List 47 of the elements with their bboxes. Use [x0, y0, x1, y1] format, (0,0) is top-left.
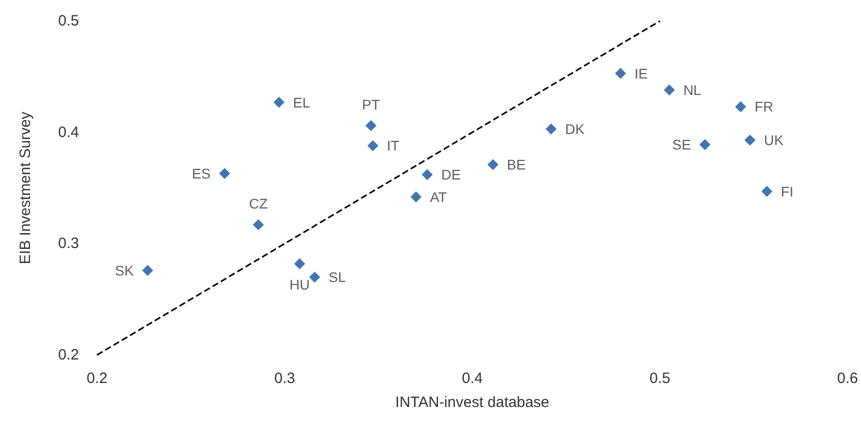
- x-tick-label: 0.5: [650, 370, 670, 387]
- annotation: FR: [754, 98, 774, 115]
- x-tick-label: 0.6: [837, 370, 858, 387]
- annotation: UK: [764, 132, 784, 148]
- point: [309, 272, 320, 283]
- annotation: PT: [362, 96, 380, 113]
- point: [664, 84, 675, 96]
- point: [744, 134, 756, 146]
- point: [367, 140, 378, 152]
- point: [410, 191, 422, 202]
- point: [546, 123, 557, 134]
- annotation: BE: [506, 156, 526, 173]
- annotation: ES: [192, 166, 211, 182]
- y-tick-label: 0.5: [58, 12, 79, 30]
- annotation: NL: [683, 82, 702, 98]
- point: [487, 159, 498, 170]
- point: [615, 68, 626, 79]
- point: [761, 186, 772, 197]
- point: [365, 120, 376, 132]
- point: [735, 101, 746, 112]
- annotation: SK: [114, 262, 134, 278]
- x-tick-label: 0.4: [462, 370, 483, 387]
- point: [294, 258, 306, 270]
- point: [274, 96, 285, 108]
- y-tick-label: 0.2: [58, 346, 79, 364]
- y-tick-label: 0.3: [58, 235, 79, 252]
- point: [219, 168, 230, 180]
- y-tick-label: 0.4: [58, 124, 79, 141]
- annotation: FI: [780, 183, 794, 200]
- annotation: EL: [293, 94, 310, 110]
- annotation: HU: [290, 276, 310, 293]
- point: [142, 264, 154, 276]
- annotation: IT: [386, 138, 400, 154]
- annotation: IE: [634, 65, 648, 82]
- x-axis-title: INTAN-invest database: [395, 394, 550, 411]
- point: [252, 219, 264, 230]
- annotation: DE: [441, 166, 461, 183]
- annotation: CZ: [249, 196, 268, 212]
- annotation: AT: [430, 188, 448, 205]
- point: [699, 139, 710, 150]
- x-tick-label: 0.3: [274, 370, 296, 387]
- x-tick-label: 0.2: [86, 370, 108, 387]
- annotation: SL: [328, 269, 346, 286]
- annotation: SE: [672, 136, 691, 153]
- point: [422, 169, 433, 180]
- annotation: DK: [565, 120, 586, 137]
- y-axis-title: EIB Investment Survey: [17, 111, 34, 264]
